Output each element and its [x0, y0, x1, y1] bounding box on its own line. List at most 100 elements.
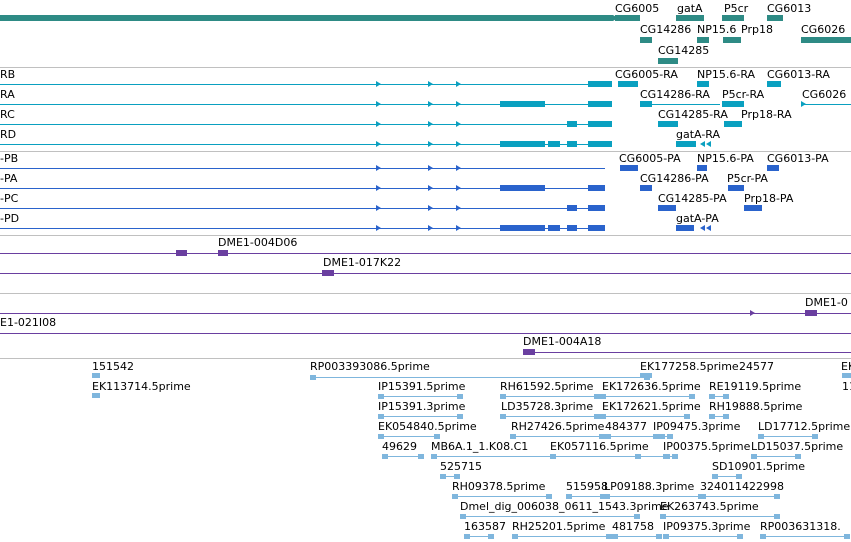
clone-end[interactable] [176, 250, 187, 256]
transcript-label[interactable]: CG6026 [802, 88, 847, 101]
est-line[interactable] [550, 456, 670, 457]
feature-block[interactable] [723, 37, 741, 43]
est-block[interactable] [488, 534, 494, 539]
est-block[interactable] [672, 454, 678, 459]
est-line[interactable] [460, 516, 640, 517]
feature-block[interactable] [697, 81, 709, 87]
clone-end[interactable] [805, 310, 817, 316]
protein-line[interactable] [0, 208, 605, 209]
feature-block[interactable] [744, 205, 762, 211]
est-block[interactable] [667, 434, 673, 439]
est-block[interactable] [434, 434, 440, 439]
transcript-row-label[interactable]: RA [0, 88, 15, 101]
cds-block[interactable] [548, 225, 560, 231]
feature-block[interactable] [658, 58, 678, 64]
feature-block[interactable] [658, 205, 676, 211]
est-label[interactable]: IP15391.3prime [378, 400, 466, 413]
est-block[interactable] [612, 534, 618, 539]
est-block[interactable] [663, 454, 669, 459]
protein-row-label[interactable]: -PA [0, 172, 18, 185]
est-line[interactable] [452, 496, 552, 497]
feature-block[interactable] [767, 81, 781, 87]
feature-block[interactable] [676, 225, 694, 231]
est-block[interactable] [736, 474, 742, 479]
est-block[interactable] [457, 414, 463, 419]
feature-block[interactable] [640, 37, 652, 43]
feature-block[interactable] [722, 101, 744, 107]
transcript-label[interactable]: CG14285-RA [658, 108, 728, 121]
est-label[interactable]: MB6A.1_1.K08.C1 [431, 440, 529, 453]
est-block[interactable] [774, 494, 780, 499]
clone-line[interactable] [0, 253, 851, 254]
cds-block[interactable] [567, 225, 577, 231]
gene-label[interactable]: CG6013 [767, 2, 812, 15]
clone-end[interactable] [218, 250, 228, 256]
cds-block[interactable] [567, 205, 577, 211]
feature-block[interactable] [722, 15, 744, 21]
est-label[interactable]: 484377 [605, 420, 647, 433]
est-line[interactable] [604, 496, 704, 497]
est-block[interactable] [594, 394, 600, 399]
exon-block[interactable] [500, 141, 545, 147]
est-line[interactable] [382, 456, 424, 457]
feature-block[interactable] [676, 15, 704, 21]
transcript-label[interactable]: CG14286-RA [640, 88, 710, 101]
feature-block[interactable] [767, 15, 783, 21]
feature-block[interactable] [697, 37, 709, 43]
est-line[interactable] [712, 476, 742, 477]
feature-block[interactable] [640, 101, 652, 107]
clone-end[interactable] [523, 349, 535, 355]
feature-block[interactable] [697, 165, 707, 171]
exon-block[interactable] [500, 101, 545, 107]
est-block[interactable] [758, 434, 764, 439]
est-line[interactable] [663, 456, 678, 457]
protein-label[interactable]: CG14286-PA [640, 172, 709, 185]
est-block[interactable] [723, 394, 729, 399]
cds-block[interactable] [588, 225, 605, 231]
transcript-row-label[interactable]: RB [0, 68, 16, 81]
est-label[interactable]: IP00375.5prime [663, 440, 751, 453]
est-line[interactable] [751, 456, 801, 457]
gene-label[interactable]: P5cr [724, 2, 749, 15]
est-block[interactable] [566, 494, 572, 499]
exon-block[interactable] [588, 101, 612, 107]
est-label[interactable]: 481758 [612, 520, 654, 533]
est-block[interactable] [606, 534, 612, 539]
est-label[interactable]: RH19888.5prime [709, 400, 803, 413]
est-block[interactable] [656, 534, 662, 539]
est-label[interactable]: Dmel_dig_006038_0611_1543.3prime [460, 500, 669, 513]
est-label[interactable]: EK054840.5prime [378, 420, 477, 433]
est-block[interactable] [431, 454, 437, 459]
est-label[interactable]: 151542 [92, 360, 134, 373]
est-label[interactable]: LD17712.5prime [758, 420, 851, 433]
clone-line[interactable] [0, 333, 851, 334]
est-line[interactable] [760, 536, 850, 537]
est-block[interactable] [452, 494, 458, 499]
est-block[interactable] [464, 534, 470, 539]
transcript-label[interactable]: P5cr-RA [722, 88, 765, 101]
est-block[interactable] [454, 474, 460, 479]
est-block[interactable] [418, 454, 424, 459]
protein-row-label[interactable]: -PB [0, 152, 19, 165]
exon-block[interactable] [588, 81, 612, 87]
est-block[interactable] [634, 514, 640, 519]
feature-block[interactable] [618, 81, 638, 87]
transcript-label[interactable]: NP15.6-RA [697, 68, 756, 81]
feature-block[interactable] [728, 185, 744, 191]
est-block[interactable] [600, 494, 606, 499]
gene-label[interactable]: Prp18 [741, 23, 773, 36]
est-block[interactable] [94, 393, 100, 398]
est-block[interactable] [709, 394, 715, 399]
exon-block[interactable] [588, 141, 612, 147]
exon-block[interactable] [567, 121, 577, 127]
cds-block[interactable] [500, 225, 545, 231]
est-block[interactable] [760, 534, 766, 539]
est-line[interactable] [663, 536, 743, 537]
est-block[interactable] [689, 394, 695, 399]
transcript-line[interactable] [0, 84, 612, 85]
est-block[interactable] [378, 434, 384, 439]
clone-line[interactable] [523, 352, 851, 353]
est-block[interactable] [500, 414, 506, 419]
est-label[interactable]: IP09375.3prime [663, 520, 751, 533]
transcript-label[interactable]: Prp18-RA [741, 108, 792, 121]
